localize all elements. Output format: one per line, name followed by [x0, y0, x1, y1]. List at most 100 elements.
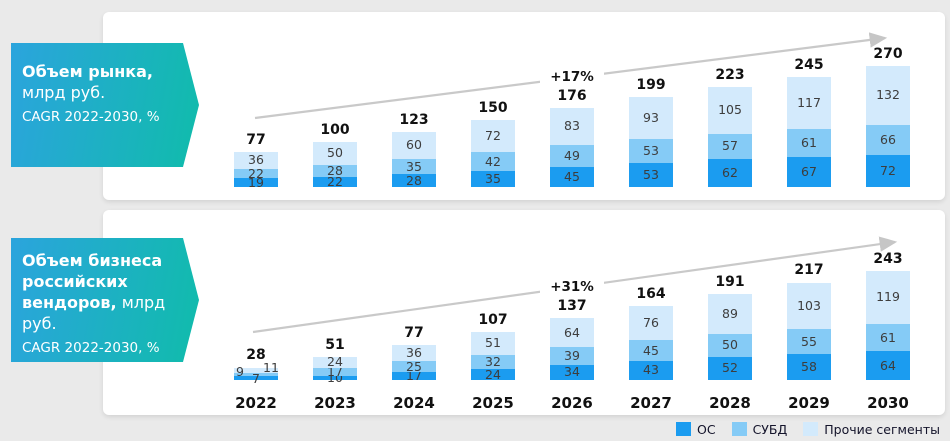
- segment-value: 39: [564, 347, 580, 363]
- segment-value: 72: [485, 128, 501, 144]
- segment-value: 28: [327, 162, 343, 178]
- legend-item: СУБД: [731, 422, 787, 437]
- year-label-2029: 2029: [788, 394, 830, 412]
- bar-segment: 24: [471, 368, 515, 380]
- bar-total-label: 137: [557, 298, 587, 315]
- stacked-bar-2022: 19 22 36: [234, 152, 278, 190]
- bar-segment: 25: [392, 360, 436, 372]
- bar-total-label: 245: [794, 56, 824, 73]
- bar-total-label: 28: [246, 347, 266, 364]
- bar-segment: 28: [392, 174, 436, 187]
- legend-label: Прочие сегменты: [824, 421, 940, 437]
- segment-value: 93: [643, 110, 659, 126]
- bar-segment: 24: [313, 356, 357, 368]
- bar-segment: 58: [787, 353, 831, 380]
- bar-segment: 43: [629, 360, 673, 380]
- segment-value: 67: [801, 163, 817, 179]
- bar-segment: 60: [392, 131, 436, 159]
- segment-value: 19: [248, 174, 264, 190]
- segment-value: 51: [485, 335, 501, 351]
- bar-segment: 64: [866, 351, 910, 380]
- stacked-bar-2024: 17 25 36: [392, 345, 436, 384]
- legend-swatch: [803, 422, 819, 436]
- year-label-2027: 2027: [630, 394, 672, 412]
- bar-segment: 93: [629, 97, 673, 140]
- segment-value: 32: [485, 354, 501, 369]
- bar-total-label: 77: [404, 325, 424, 342]
- stacked-bar-2025: 24 32 51: [471, 331, 515, 380]
- stacked-bar-2029: 58 55 103: [787, 282, 831, 380]
- stacked-bar-2026: 34 39 64: [550, 318, 594, 380]
- bar-segment: 35: [392, 158, 436, 175]
- bar-segment: 51: [471, 331, 515, 355]
- year-label-2030: 2030: [867, 394, 909, 412]
- year-label-2026: 2026: [551, 394, 593, 412]
- segment-value: 66: [880, 131, 896, 147]
- segment-value: 52: [722, 360, 738, 376]
- segment-value: 62: [722, 165, 738, 181]
- bar-segment: 119: [866, 270, 910, 324]
- stacked-bar-2029: 67 61 117: [787, 76, 831, 187]
- bar-segment: 17: [392, 368, 436, 384]
- bar-segment: [234, 367, 278, 373]
- bar-segment: 66: [866, 124, 910, 155]
- segment-value: 50: [327, 145, 343, 161]
- banner-title-units: млрд руб.: [22, 293, 166, 333]
- legend-label: ОС: [697, 421, 716, 437]
- banner-cagr-label: CAGR 2022-2030, %: [22, 109, 160, 125]
- segment-value: 35: [485, 171, 501, 187]
- segment-value: 105: [718, 102, 742, 118]
- bar-total-label: 217: [794, 262, 824, 279]
- bar-segment: 103: [787, 282, 831, 330]
- bar-segment: [234, 375, 278, 380]
- bar-total-label: 123: [399, 111, 429, 128]
- bar-total-label: 150: [478, 99, 508, 116]
- segment-value: 58: [801, 358, 817, 374]
- segment-value: 45: [564, 168, 580, 184]
- bar-segment: 42: [471, 152, 515, 172]
- segment-value: 132: [876, 87, 900, 103]
- segment-value: 64: [564, 324, 580, 340]
- segment-value: 36: [406, 345, 422, 361]
- segment-value: 43: [643, 362, 659, 378]
- bar-segment: 45: [550, 166, 594, 187]
- stacked-bar-2028: 52 50 89: [708, 294, 752, 380]
- bar-total-label: 191: [715, 274, 745, 291]
- segment-value: 17: [406, 368, 422, 384]
- stacked-bar-2027: 53 53 93: [629, 97, 673, 187]
- segment-value: 64: [880, 357, 896, 373]
- segment-value: 36: [248, 152, 264, 168]
- segment-value: 28: [406, 172, 422, 188]
- bar-segment: 67: [787, 156, 831, 187]
- stacked-bar-2030: 64 61 119: [866, 270, 910, 380]
- market-volume-banner: Объем рынка, млрд руб. CAGR 2022-2030, %: [11, 43, 199, 167]
- segment-value: 42: [485, 153, 501, 169]
- bar-total-label: 51: [325, 337, 345, 354]
- segment-value: 17: [327, 363, 343, 379]
- vendors-business-chart: +31% 9 7 11 28 10 17 24 51 17 25 36 77 24 32 51 107 34 39…: [103, 210, 945, 385]
- bar-segment: 19: [234, 174, 278, 190]
- banner-title-bold: Объем рынка,: [22, 62, 154, 81]
- bar-segment: 61: [866, 323, 910, 352]
- banner-title: Объем бизнеса российских вендоров, млрд …: [22, 250, 171, 334]
- segment-value: 50: [722, 337, 738, 353]
- segment-value: 55: [801, 333, 817, 349]
- bar-segment: 50: [313, 142, 357, 165]
- stacked-bar-2026: 45 49 83: [550, 107, 594, 187]
- segment-value: 7: [252, 371, 260, 386]
- segment-value: 53: [643, 143, 659, 159]
- year-label-2022: 2022: [235, 394, 277, 412]
- segment-value: 57: [722, 138, 738, 154]
- segment-value: 9: [236, 364, 244, 379]
- banner-cagr-label: CAGR 2022-2030, %: [22, 340, 160, 356]
- segment-values-scatter: 9 7 11: [234, 361, 279, 385]
- stacked-bar-2027: 43 45 76: [629, 306, 673, 380]
- stacked-bar-2024: 28 35 60: [392, 131, 436, 187]
- bar-total-label: 199: [636, 77, 666, 94]
- segment-value: 11: [263, 360, 279, 375]
- segment-value: 60: [406, 137, 422, 153]
- bar-segment: 72: [866, 154, 910, 187]
- bar-segment: 28: [313, 162, 357, 178]
- bar-segment: 22: [313, 175, 357, 188]
- bar-segment: 117: [787, 76, 831, 130]
